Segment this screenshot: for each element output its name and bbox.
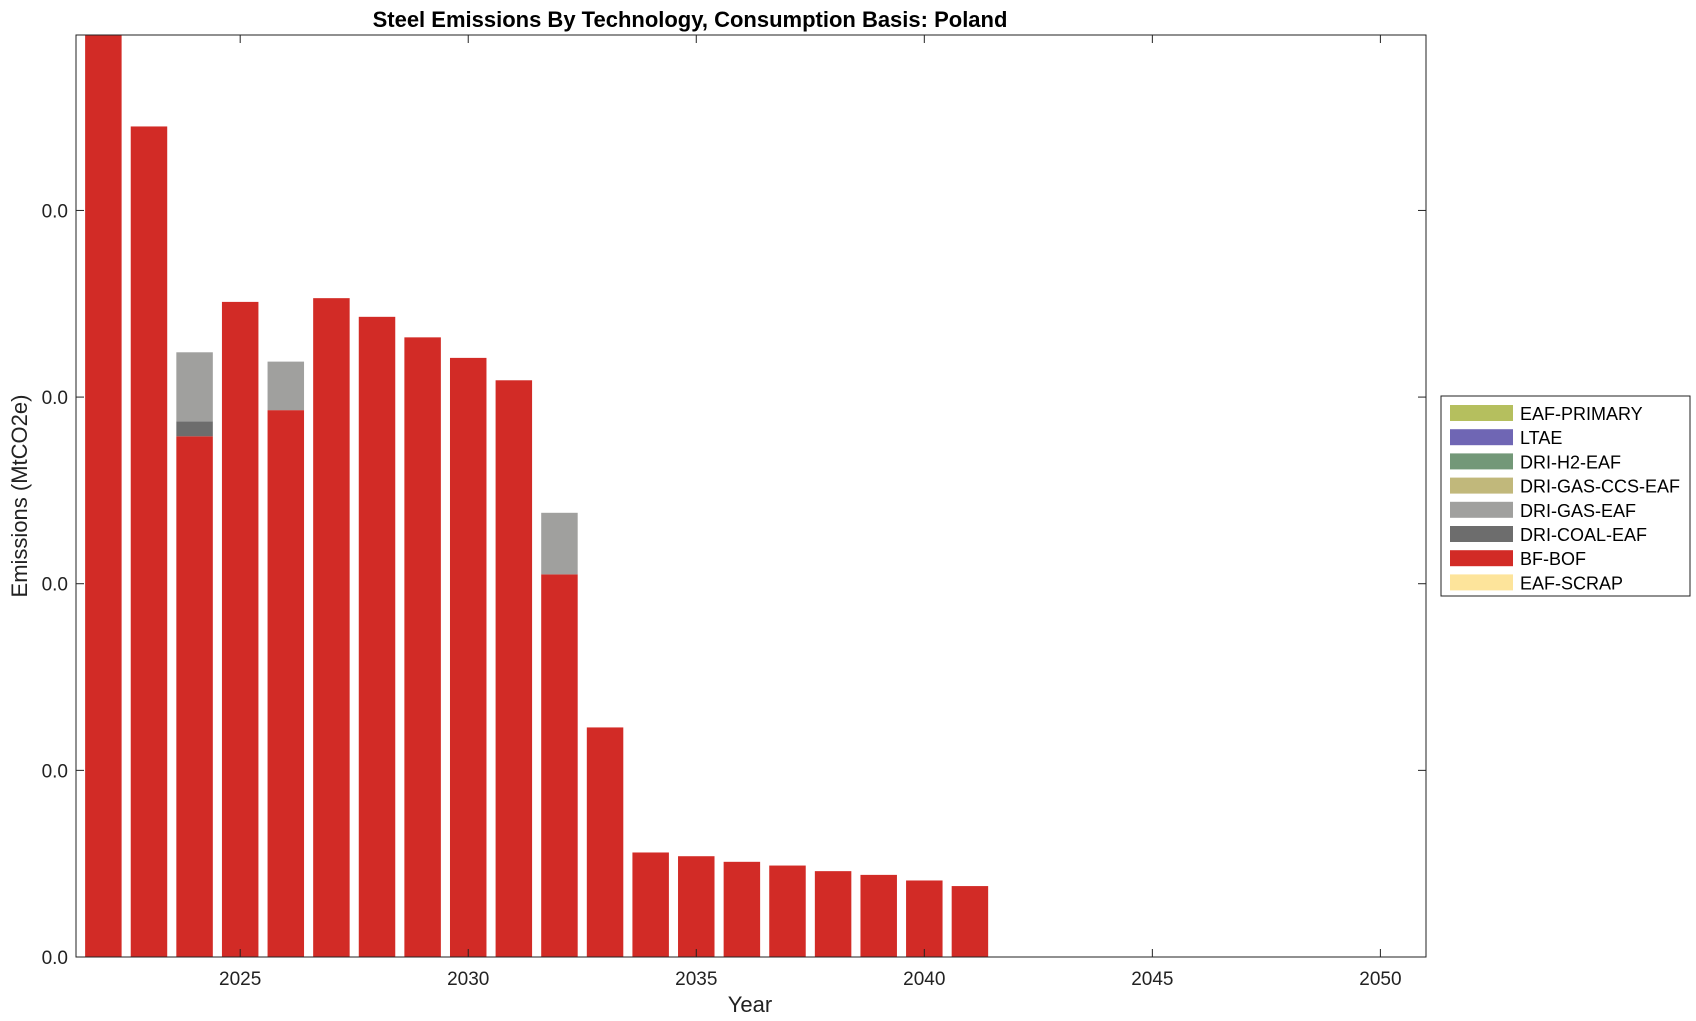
bar-dri-coal-eaf-2024 bbox=[176, 421, 213, 437]
bar-bf-bof-2037 bbox=[769, 865, 806, 957]
legend: EAF-PRIMARY LTAE DRI-H2-EAF DRI-GAS-CCS-EAF… bbox=[1440, 395, 1691, 597]
bar-bf-bof-2038 bbox=[814, 871, 852, 957]
ticks-layer: 2025 2030 2035 2040 2045 2050 0.0 0.0 0.0 0.0 0.0 bbox=[42, 35, 1426, 990]
legend-label-ltae: LTAE bbox=[1520, 428, 1562, 448]
y-tick-label: 0.0 bbox=[42, 575, 68, 596]
legend-swatch-eaf-primary bbox=[1450, 405, 1513, 421]
bar-bf-bof-2034 bbox=[632, 852, 669, 957]
legend-label-dri-gas-eaf: DRI-GAS-EAF bbox=[1520, 501, 1636, 521]
bar-bf-bof-2039 bbox=[860, 874, 897, 957]
x-tick-label: 2035 bbox=[675, 969, 717, 990]
bar-bf-bof-2029 bbox=[404, 337, 441, 957]
legend-swatch-dri-gas-eaf bbox=[1450, 501, 1513, 518]
y-axis-label: Emissions (MtCO2e) bbox=[7, 395, 32, 598]
legend-swatch-dri-coal-eaf bbox=[1450, 526, 1513, 542]
bar-bf-bof-2031 bbox=[495, 380, 533, 957]
legend-label-dri-coal-eaf: DRI-COAL-EAF bbox=[1520, 525, 1647, 545]
legend-label-dri-gas-ccs-eaf: DRI-GAS-CCS-EAF bbox=[1520, 477, 1680, 497]
legend-swatch-dri-gas-ccs-eaf bbox=[1450, 477, 1513, 494]
x-tick-label: 2025 bbox=[219, 969, 261, 990]
legend-label-eaf-scrap: EAF-SCRAP bbox=[1520, 573, 1623, 593]
chart-title: Steel Emissions By Technology, Consumpti… bbox=[373, 7, 1008, 32]
x-tick-label: 2030 bbox=[447, 969, 489, 990]
bar-bf-bof-2041 bbox=[951, 886, 989, 957]
legend-label-dri-h2-eaf: DRI-H2-EAF bbox=[1520, 452, 1621, 472]
plot-frame bbox=[75, 34, 1427, 958]
bar-dri-gas-eaf-2032 bbox=[541, 512, 578, 575]
y-tick-label: 0.0 bbox=[42, 388, 68, 409]
bar-bf-bof-2040 bbox=[906, 880, 943, 957]
bar-bf-bof-2024 bbox=[176, 436, 213, 958]
bar-dri-gas-eaf-2024 bbox=[176, 352, 213, 422]
legend-swatch-ltae bbox=[1450, 429, 1513, 446]
bar-bf-bof-2030 bbox=[449, 357, 487, 958]
y-tick-label: 0.0 bbox=[42, 761, 68, 782]
bar-bf-bof-2028 bbox=[358, 316, 396, 957]
x-tick-label: 2050 bbox=[1359, 969, 1401, 990]
legend-swatch-dri-h2-eaf bbox=[1450, 453, 1513, 470]
bar-bf-bof-2025 bbox=[221, 301, 259, 957]
legend-swatch-eaf-scrap bbox=[1450, 574, 1513, 591]
bar-bf-bof-2035 bbox=[678, 856, 715, 957]
legend-items: EAF-PRIMARY LTAE DRI-H2-EAF DRI-GAS-CCS-EAF… bbox=[1450, 404, 1680, 593]
bar-dri-gas-eaf-2026 bbox=[267, 361, 305, 411]
bars-layer bbox=[85, 35, 989, 958]
bar-bf-bof-2027 bbox=[313, 298, 350, 957]
legend-label-bf-bof: BF-BOF bbox=[1520, 549, 1586, 569]
bar-bf-bof-2033 bbox=[586, 727, 624, 957]
bar-bf-bof-2026 bbox=[267, 410, 305, 957]
legend-swatch-bf-bof bbox=[1450, 550, 1513, 567]
bar-bf-bof-2036 bbox=[723, 861, 761, 957]
y-tick-label: 0.0 bbox=[42, 201, 68, 222]
x-tick-label: 2040 bbox=[903, 969, 945, 990]
x-tick-label: 2045 bbox=[1131, 969, 1173, 990]
bar-bf-bof-2032 bbox=[541, 574, 578, 957]
legend-label-eaf-primary: EAF-PRIMARY bbox=[1520, 404, 1643, 424]
bar-bf-bof-2023 bbox=[130, 126, 168, 958]
bar-bf-bof-2022 bbox=[85, 35, 122, 957]
y-tick-label: 0.0 bbox=[42, 948, 68, 969]
x-axis-label: Year bbox=[728, 992, 772, 1017]
